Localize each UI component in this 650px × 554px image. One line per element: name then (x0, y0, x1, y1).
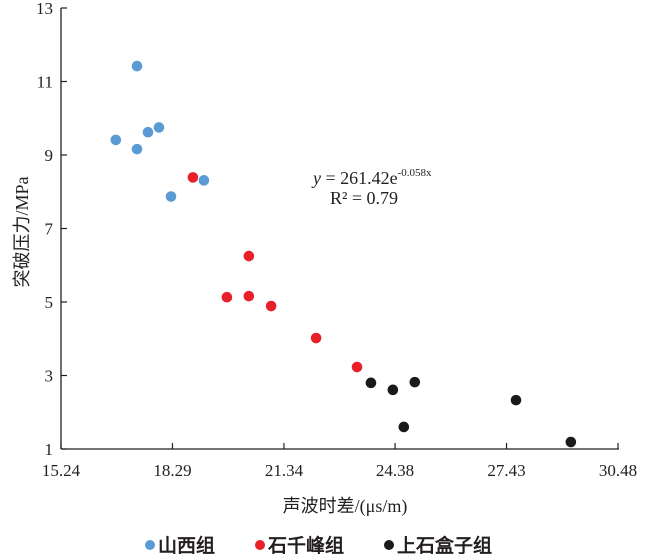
y-tick-label: 5 (45, 293, 54, 312)
data-point-series-2 (310, 332, 322, 344)
legend-label: 上石盒子组 (397, 534, 492, 554)
axes (60, 8, 619, 450)
y-tick-label: 13 (36, 0, 53, 18)
data-point-series-1 (153, 122, 165, 133)
data-point-series-3 (565, 436, 577, 448)
legend: 山西组 石千峰组 上石盒子组 (145, 534, 492, 554)
y-tick-label: 7 (45, 220, 54, 239)
legend-item: 山西组 (145, 534, 215, 554)
data-point-series-2 (265, 300, 277, 312)
equation-text: y = 261.42e-0.058x (311, 167, 432, 188)
data-point-series-2 (351, 361, 363, 373)
data-point-series-2 (243, 250, 255, 262)
data-point-series-1 (165, 191, 177, 202)
data-point-series-2 (243, 290, 255, 302)
x-ticks: 15.24 18.29 21.34 24.38 27.43 30.48 (42, 443, 637, 480)
data-point-series-3 (365, 377, 377, 389)
data-point-series-2 (187, 172, 199, 183)
y-tick-label: 11 (37, 73, 53, 92)
y-tick-label: 3 (45, 367, 54, 386)
data-point-series-1 (110, 134, 122, 146)
data-point-series-3 (409, 376, 421, 388)
x-axis-title: 声波时差/(μs/m) (283, 496, 408, 517)
data-point-series-1 (198, 175, 210, 186)
data-point-series-1 (142, 126, 154, 138)
x-tick-label: 30.48 (599, 461, 637, 480)
equation-main: y (311, 168, 321, 188)
legend-marker (384, 540, 394, 550)
data-point-series-1 (131, 60, 143, 72)
y-tick-label: 9 (45, 146, 54, 165)
data-point-series-1 (131, 143, 143, 155)
legend-label: 山西组 (158, 534, 215, 554)
y-axis-title: 突破压力/MPa (12, 176, 32, 287)
legend-marker (255, 540, 265, 550)
x-tick-label: 15.24 (42, 461, 81, 480)
legend-label: 石千峰组 (267, 534, 344, 554)
data-points (110, 60, 577, 448)
data-point-series-3 (510, 394, 522, 406)
legend-marker (145, 540, 155, 550)
x-tick-label: 21.34 (265, 461, 304, 480)
data-point-series-2 (221, 291, 233, 303)
y-tick-label: 1 (45, 440, 54, 459)
x-tick-label: 18.29 (153, 461, 191, 480)
r-squared-text: R² = 0.79 (330, 188, 398, 208)
x-tick-label: 24.38 (376, 461, 414, 480)
legend-item: 上石盒子组 (384, 534, 492, 554)
equation-exponent: -0.058x (398, 167, 432, 179)
legend-item: 石千峰组 (255, 534, 344, 554)
x-tick-label: 27.43 (487, 461, 525, 480)
data-point-series-3 (387, 384, 399, 396)
trendline-equation: y = 261.42e-0.058x R² = 0.79 (311, 167, 432, 208)
data-point-series-3 (398, 421, 410, 433)
equation-rest: = 261.42e (321, 168, 398, 188)
